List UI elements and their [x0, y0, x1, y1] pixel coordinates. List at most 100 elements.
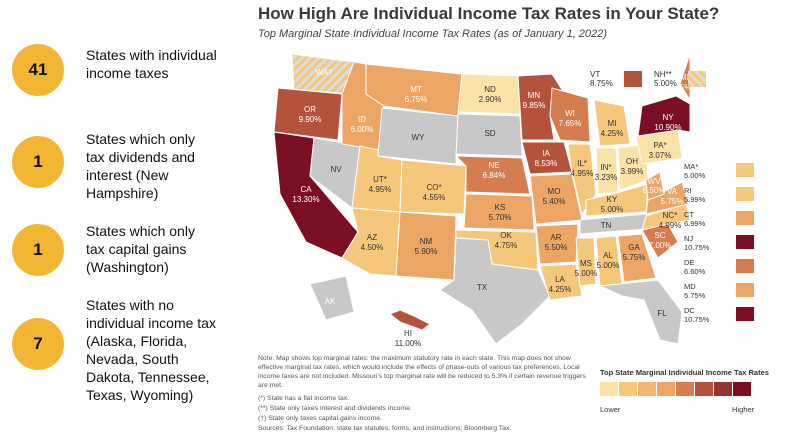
label-pa: PA* — [653, 141, 666, 150]
label-ky-rate: 5.00% — [601, 205, 624, 214]
inset-ct: CT 6.99% — [684, 210, 705, 228]
state-ms — [575, 237, 597, 287]
label-mi-rate: 4.25% — [601, 129, 624, 138]
label-me-rate: 7.15% — [669, 83, 690, 92]
inset-vt-rate: 8.75% — [590, 79, 613, 88]
inset-ri-swatch — [736, 187, 754, 201]
label-id-rate: 6.00% — [351, 125, 374, 134]
legend-swatch — [657, 382, 675, 396]
inset-ri: RI 5.99% — [684, 186, 705, 204]
inset-nj-label: NJ — [684, 234, 694, 243]
inset-ma-rate: 5.00% — [684, 171, 706, 180]
inset-de-label: DE — [684, 258, 695, 267]
state-wi — [549, 87, 591, 143]
state-ar — [535, 223, 579, 265]
label-ia: IA — [542, 149, 550, 158]
inset-vt-label: VT — [590, 70, 601, 79]
label-mt-rate: 6.75% — [405, 95, 428, 104]
label-co: CO* — [426, 183, 441, 192]
label-ky: KY — [607, 195, 618, 204]
state-wy — [377, 107, 459, 165]
state-hi — [389, 309, 431, 331]
stat-income-taxes: 41 States with individual income taxes — [12, 44, 246, 96]
inset-ct-rate: 6.99% — [684, 219, 706, 228]
legend-low: Lower — [600, 405, 621, 414]
stat-capital-gains: 1 States which only tax capital gains (W… — [12, 222, 216, 276]
inset-dc-swatch — [736, 307, 754, 321]
state-la — [539, 263, 583, 301]
label-nv: NV — [330, 165, 342, 174]
label-or-rate: 9.90% — [299, 115, 322, 124]
label-il: IL* — [577, 159, 587, 168]
label-sc-rate: 7.00% — [649, 241, 672, 250]
legend-swatch — [638, 382, 656, 396]
state-fl — [598, 279, 683, 345]
inset-nh: NH** 5.00% — [654, 70, 706, 88]
label-ak: AK — [325, 297, 336, 306]
label-wi-rate: 7.65% — [559, 119, 582, 128]
inset-de-rate: 6.60% — [684, 267, 706, 276]
label-al-rate: 5.00% — [597, 261, 620, 270]
inset-md: MD 5.75% — [684, 282, 705, 300]
label-mn: MN — [528, 91, 541, 100]
label-ny: NY — [662, 113, 674, 122]
state-tx — [439, 237, 551, 345]
label-al: AL — [603, 251, 613, 260]
legend-scale — [600, 382, 752, 396]
inset-nj-swatch — [736, 235, 754, 249]
inset-md-swatch — [736, 283, 754, 297]
stat-label: States with no individual income tax (Al… — [86, 297, 216, 403]
inset-nj-rate: 10.75% — [684, 243, 710, 252]
inset-ma-swatch — [736, 163, 754, 177]
label-la: LA — [555, 275, 565, 284]
label-wv-rate: 6.50% — [643, 186, 666, 195]
label-ar-rate: 5.50% — [545, 243, 568, 252]
label-la-rate: 4.25% — [549, 285, 572, 294]
label-oh: OH — [626, 157, 638, 166]
inset-ri-label: RI — [684, 186, 692, 195]
legend-high: Higher — [732, 405, 755, 414]
legend-swatch — [600, 382, 618, 396]
inset-nh-label: NH** — [654, 70, 672, 79]
note-main: Note: Map shows top marginal rates: the … — [258, 355, 586, 389]
inset-nh-swatch — [688, 71, 706, 87]
state-ny — [637, 95, 690, 137]
inset-nj: NJ 10.75% — [684, 234, 709, 252]
label-ne: NE — [488, 161, 499, 170]
label-mi: MI — [608, 119, 617, 128]
note-flat: (*) State has a flat income tax. — [258, 395, 350, 402]
inset-md-rate: 5.75% — [684, 291, 706, 300]
label-tx: TX — [477, 283, 488, 292]
state-ne — [454, 155, 531, 195]
inset-ct-label: CT — [684, 210, 694, 219]
label-nc-rate: 4.99% — [659, 221, 682, 230]
label-il-rate: 4.95% — [571, 169, 594, 178]
label-wy: WY — [412, 133, 426, 142]
state-nm — [395, 211, 457, 281]
label-mt: MT — [410, 85, 422, 94]
state-ks — [463, 193, 535, 231]
inset-ma-label: MA* — [684, 162, 699, 171]
map-title: How High Are Individual Income Tax Rates… — [258, 4, 720, 23]
inset-vt: VT 8.75% — [590, 70, 642, 88]
count-badge: 1 — [12, 136, 64, 188]
label-ok: OK — [500, 231, 512, 240]
stat-label: States with individual income taxes — [86, 47, 217, 81]
label-mo: MO — [548, 187, 561, 196]
label-az: AZ — [367, 233, 377, 242]
label-ca: CA — [300, 185, 312, 194]
note-sources: Sources: Tax Foundation; state tax statu… — [258, 425, 512, 432]
label-wv: WV — [648, 177, 662, 186]
label-id: ID — [358, 115, 366, 124]
state-wv — [645, 171, 665, 201]
count-badge: 41 — [12, 44, 64, 96]
label-ks-rate: 5.70% — [489, 213, 512, 222]
label-tn: TN — [601, 221, 612, 230]
legend-swatch — [714, 382, 732, 396]
label-ne-rate: 6.84% — [483, 171, 506, 180]
label-ms-rate: 5.00% — [575, 269, 598, 278]
state-ga — [617, 233, 657, 283]
state-co — [399, 159, 467, 215]
inset-de: DE 6.60% — [684, 258, 705, 276]
label-oh-rate: 3.99% — [621, 167, 644, 176]
